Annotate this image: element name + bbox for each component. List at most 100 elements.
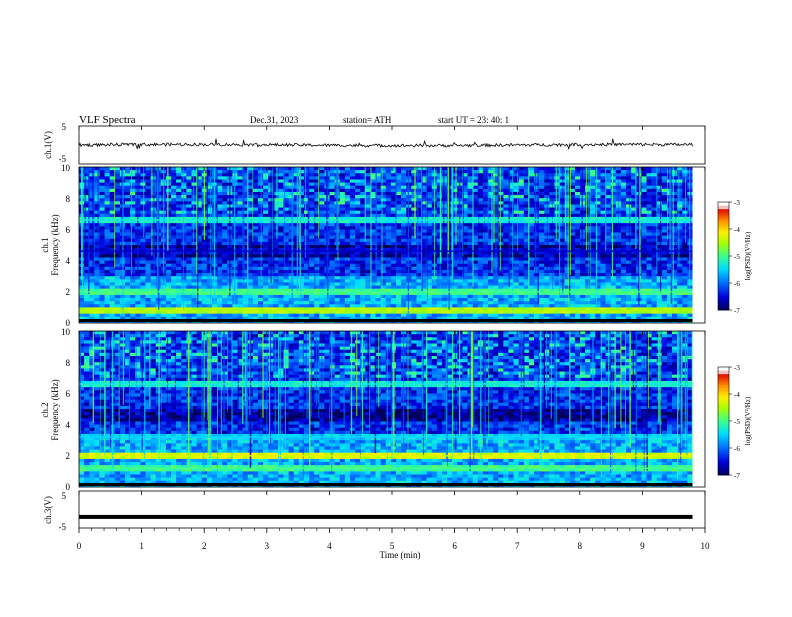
spectrogram-cell xyxy=(104,191,110,196)
spectrogram-cell xyxy=(416,207,422,211)
spectrogram-cell xyxy=(181,285,187,289)
spectrogram-cell xyxy=(513,285,519,289)
spectrogram-cell xyxy=(145,176,151,180)
spectrogram-cell xyxy=(666,273,673,277)
spectrogram-cell xyxy=(339,257,346,261)
spectrogram-cell xyxy=(666,260,673,265)
spectrogram-cell xyxy=(334,254,341,258)
spectrogram-cell xyxy=(319,216,325,221)
spectrogram-cell xyxy=(171,201,177,205)
spectrogram-cell xyxy=(472,223,479,227)
spectrogram-cell xyxy=(605,269,611,274)
spectrogram-cell xyxy=(487,223,494,227)
spectrogram-cell xyxy=(390,288,397,293)
spectrogram-cell xyxy=(370,235,376,240)
spectrogram-cell xyxy=(416,263,422,268)
spectrogram-cell xyxy=(196,288,202,293)
spectrogram-cell xyxy=(303,269,310,274)
spectrogram-cell xyxy=(539,266,545,271)
spectrogram-cell xyxy=(176,263,182,268)
spectrogram-cell xyxy=(273,232,279,236)
spectrogram-cell xyxy=(84,248,90,252)
spectrogram-cell xyxy=(339,229,346,233)
spectrogram-cell xyxy=(125,269,131,274)
spectrogram-cell xyxy=(528,235,535,240)
spectrogram-cell xyxy=(329,257,335,261)
spectrogram-cell xyxy=(605,279,611,283)
spectrogram-cell xyxy=(590,254,596,258)
spectrogram-cell xyxy=(385,241,392,246)
spectrogram-cell xyxy=(539,204,545,208)
spectrogram-cell xyxy=(339,241,346,246)
spectrogram-cell xyxy=(288,182,295,187)
spectrogram-cell xyxy=(278,273,284,277)
spectrogram-cell xyxy=(201,263,208,268)
spectrogram-cell xyxy=(99,248,105,252)
spectrogram-cell xyxy=(344,167,351,171)
spectrogram-cell xyxy=(278,248,284,252)
spectrogram-cell xyxy=(457,273,463,277)
spectrogram-cell xyxy=(682,185,688,190)
spectrogram-cell xyxy=(94,191,100,196)
spectrogram-cell xyxy=(283,285,289,289)
spectrogram-cell xyxy=(247,213,254,218)
spectrogram-cell xyxy=(278,260,284,265)
spectrogram-cell xyxy=(181,291,187,296)
spectrogram-cell xyxy=(672,279,678,283)
spectrogram-cell xyxy=(268,282,274,286)
spectrogram-cell xyxy=(549,176,555,180)
spectrogram-cell xyxy=(595,204,601,208)
spectrogram-cell xyxy=(590,167,596,171)
spectrogram-cell xyxy=(426,220,433,224)
spectrogram-cell xyxy=(590,291,596,296)
spectrogram-cell xyxy=(329,213,335,218)
spectrogram-cell xyxy=(523,248,530,252)
spectrogram-cell xyxy=(293,248,300,252)
spectrogram-cell xyxy=(242,294,248,299)
spectrogram-cell xyxy=(436,220,443,224)
spectrogram-cell xyxy=(503,263,509,268)
spectrogram-cell xyxy=(656,238,663,243)
spectrogram-cell xyxy=(303,201,310,205)
spectrogram-cell xyxy=(462,229,468,233)
spectrogram-cell xyxy=(656,210,663,215)
spectrogram-cell xyxy=(237,263,243,268)
spectrogram-cell xyxy=(355,176,361,180)
spectrogram-cell xyxy=(206,263,213,268)
spectrogram-cell xyxy=(462,182,468,187)
spectrogram-cell xyxy=(518,195,525,199)
spectrogram-cell xyxy=(375,182,381,187)
spectrogram-cell xyxy=(242,232,248,236)
spectrogram-cell xyxy=(656,207,663,211)
spectrogram-cell xyxy=(130,285,136,289)
spectrogram-cell xyxy=(559,182,565,187)
spectrogram-cell xyxy=(554,188,560,193)
spectrogram-cell xyxy=(482,226,489,230)
spectrogram-cell xyxy=(411,241,417,246)
spectrogram-cell xyxy=(385,204,392,208)
spectrogram-cell xyxy=(89,220,95,224)
spectrogram-cell xyxy=(196,282,202,286)
spectrogram-cell xyxy=(247,254,254,258)
spectrogram-cell xyxy=(273,213,279,218)
spectrogram-cell xyxy=(283,210,289,215)
spectrogram-cell xyxy=(314,257,320,261)
spectrogram-cell xyxy=(135,285,141,289)
spectrogram-cell xyxy=(401,282,407,286)
spectrogram-cell xyxy=(278,294,284,299)
spectrogram-cell xyxy=(574,285,581,289)
spectrogram-cell xyxy=(672,257,678,261)
spectrogram-cell xyxy=(528,260,535,265)
spectrogram-cell xyxy=(585,288,591,293)
spectrogram-cell xyxy=(89,279,95,283)
spectrogram-cell xyxy=(145,285,151,289)
spectrogram-cell xyxy=(646,257,652,261)
spectrogram-cell xyxy=(186,198,192,202)
spectrogram-cell xyxy=(283,251,289,255)
spectrogram-cell xyxy=(585,266,591,271)
spectrogram-cell xyxy=(283,170,289,174)
spectrogram-cell xyxy=(273,195,279,199)
spectrogram-cell xyxy=(482,191,489,196)
spectrogram-cell xyxy=(390,213,397,218)
spectrogram-cell xyxy=(600,204,606,208)
